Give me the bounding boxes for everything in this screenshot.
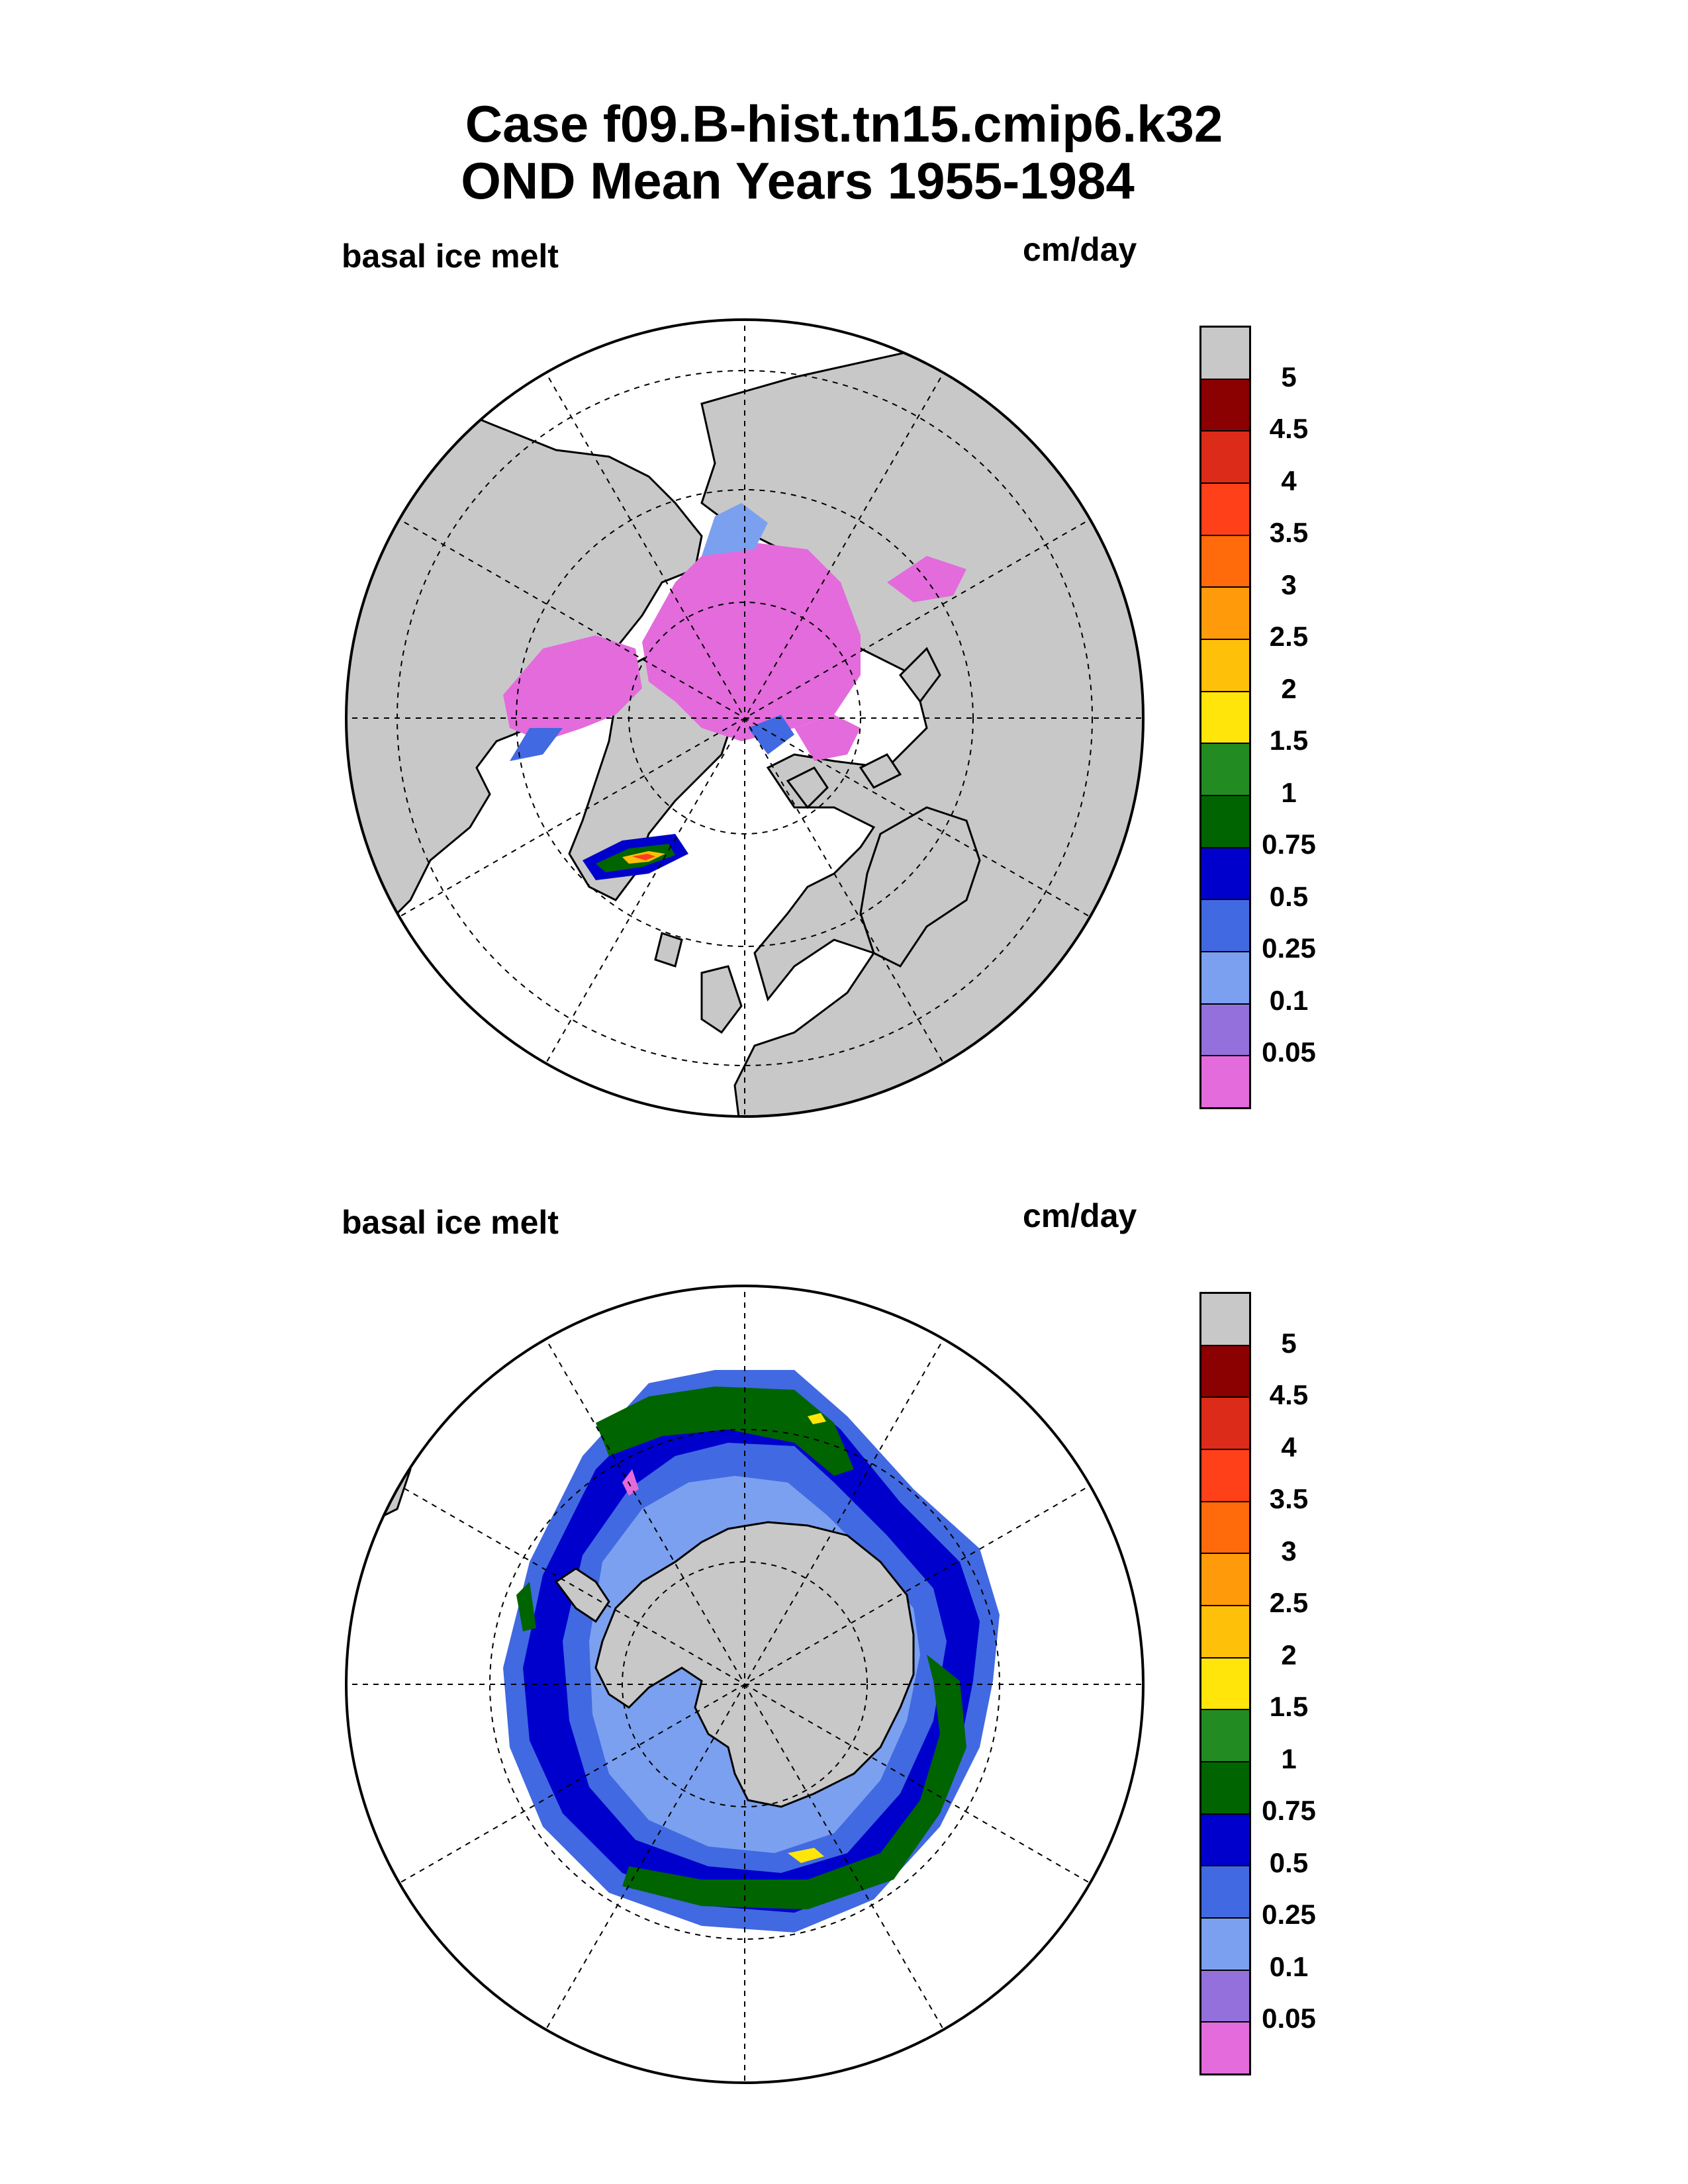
south-colorbar-swatch: [1201, 2023, 1249, 2074]
north-colorbar-label: 2: [1281, 673, 1297, 704]
north-colorbar-label: 2.5: [1269, 621, 1309, 652]
north-colorbar-label: 0.5: [1269, 881, 1309, 912]
north-colorbar-label: 0.75: [1262, 829, 1316, 860]
south-colorbar-swatch: [1201, 1762, 1249, 1815]
south-colorbar-label: 0.5: [1269, 1847, 1309, 1878]
south-colorbar-swatch: [1201, 1398, 1249, 1451]
north-colorbar-swatch: [1201, 432, 1249, 484]
north-graticule: [346, 320, 1143, 1116]
north-variable-label: basal ice melt: [342, 238, 559, 275]
north-colorbar-swatch: [1201, 796, 1249, 848]
north-colorbar-label: 0.1: [1269, 985, 1309, 1016]
south-units-label: cm/day: [1023, 1197, 1137, 1234]
south-map-border: [345, 1285, 1145, 2084]
north-polar-map: [345, 318, 1145, 1118]
south-colorbar-label: 0.1: [1269, 1951, 1309, 1982]
north-colorbar-swatch: [1201, 900, 1249, 953]
north-colorbar-label: 0.25: [1262, 933, 1316, 964]
south-colorbar-label: 2.5: [1269, 1587, 1309, 1618]
north-panel: basal ice melt cm/day: [0, 0, 1688, 1118]
south-colorbar-swatch: [1201, 1502, 1249, 1555]
south-colorbar-label: 3.5: [1269, 1483, 1309, 1514]
north-colorbar-label: 1: [1281, 777, 1297, 808]
south-colorbar-swatch: [1201, 1814, 1249, 1867]
north-colorbar-swatch: [1201, 328, 1249, 380]
south-colorbar-label: 1: [1281, 1743, 1297, 1774]
south-colorbar-label: 3: [1281, 1535, 1297, 1567]
south-colorbar-swatch: [1201, 1554, 1249, 1607]
north-map-border: [345, 318, 1145, 1118]
south-colorbar-swatch: [1201, 1658, 1249, 1711]
north-colorbar-label: 4.5: [1269, 413, 1309, 444]
north-colorbar-swatch: [1201, 692, 1249, 745]
north-colorbar-label: 3.5: [1269, 517, 1309, 548]
south-colorbar-label: 4: [1281, 1432, 1297, 1463]
north-units-label: cm/day: [1023, 231, 1137, 268]
south-colorbar-swatch: [1201, 1606, 1249, 1659]
south-colorbar-swatch: [1201, 1710, 1249, 1763]
north-colorbar-swatch: [1201, 744, 1249, 797]
south-colorbar-swatch: [1201, 1450, 1249, 1502]
south-colorbar-swatch: [1201, 1866, 1249, 1919]
north-colorbar-swatch: [1201, 1004, 1249, 1057]
figure-title-line2: OND Mean Years 1955-1984: [461, 152, 1135, 210]
north-colorbar-label: 4: [1281, 465, 1297, 496]
north-colorbar-label: 3: [1281, 569, 1297, 600]
south-colorbar-label: 0.75: [1262, 1795, 1316, 1826]
north-ice-melt-field: [503, 503, 966, 880]
south-colorbar-label: 2: [1281, 1639, 1297, 1670]
south-polar-map: [345, 1285, 1145, 2084]
south-colorbar-label: 0.25: [1262, 1899, 1316, 1930]
south-panel: basal ice melt cm/day: [0, 966, 1688, 2084]
north-colorbar-swatch: [1201, 379, 1249, 432]
south-colorbar-swatch: [1201, 1294, 1249, 1346]
south-colorbar-swatch: [1201, 1345, 1249, 1398]
south-colorbar-swatch: [1201, 1919, 1249, 1971]
north-colorbar-swatch: [1201, 588, 1249, 641]
south-colorbar: [1199, 1292, 1251, 2075]
figure-title-line1: Case f09.B-hist.tn15.cmip6.k32: [465, 95, 1223, 153]
north-colorbar-label: 1.5: [1269, 725, 1309, 756]
north-colorbar-swatch: [1201, 535, 1249, 588]
south-colorbar-label: 5: [1281, 1328, 1297, 1359]
north-colorbar: [1199, 326, 1251, 1109]
south-graticule: [346, 1286, 1143, 2083]
north-colorbar-swatch: [1201, 484, 1249, 536]
north-colorbar-swatch: [1201, 640, 1249, 692]
south-variable-label: basal ice melt: [342, 1204, 559, 1241]
south-colorbar-label: 1.5: [1269, 1691, 1309, 1722]
north-colorbar-label: 0.05: [1262, 1036, 1316, 1068]
south-colorbar-label: 4.5: [1269, 1379, 1309, 1410]
south-colorbar-swatch: [1201, 1970, 1249, 2023]
north-colorbar-swatch: [1201, 1056, 1249, 1108]
north-colorbar-swatch: [1201, 952, 1249, 1005]
north-colorbar-label: 5: [1281, 361, 1297, 392]
north-colorbar-swatch: [1201, 848, 1249, 901]
south-colorbar-label: 0.05: [1262, 2003, 1316, 2034]
